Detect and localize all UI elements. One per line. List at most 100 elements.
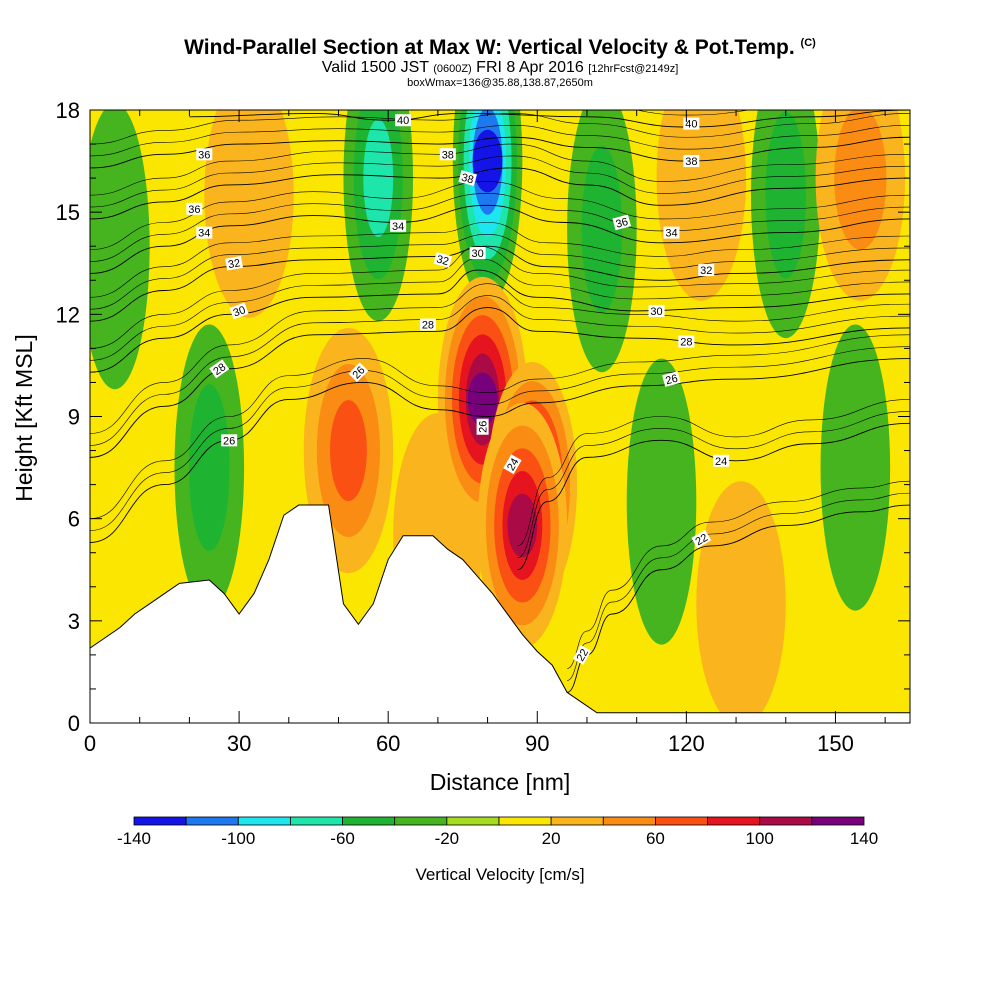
y-tick-label: 15 <box>56 200 80 225</box>
contour-label-text: 28 <box>211 361 228 378</box>
contour-label: 26 <box>476 418 490 435</box>
theta-contour-minor <box>90 245 910 349</box>
theta-contour-minor <box>90 125 910 157</box>
theta-contour-24 <box>517 422 910 571</box>
x-axis-ticks: 0 30 60 90 120 150 <box>84 110 886 756</box>
theta-contour-40 <box>189 110 910 128</box>
contour-label-bg <box>691 529 712 549</box>
contour-label-text: 28 <box>680 337 692 349</box>
colorbar-swatch <box>707 816 761 826</box>
y-tick-label: 3 <box>68 609 80 634</box>
contour-label-text: 32 <box>435 253 450 268</box>
contour-label-text: 26 <box>478 421 490 433</box>
contour-label-text: 22 <box>575 647 592 664</box>
velocity-cell <box>477 402 568 649</box>
x-tick-label: 150 <box>817 731 854 756</box>
theta-contour-36 <box>90 167 910 220</box>
contour-label: 36 <box>196 148 213 161</box>
contour-label-bg <box>678 335 695 348</box>
velocity-contour-fill <box>363 119 394 238</box>
contour-label: 38 <box>439 148 456 161</box>
velocity-cell <box>174 324 245 611</box>
contour-label-text: 40 <box>685 119 697 131</box>
velocity-contour-fill <box>834 110 887 250</box>
theta-contour-minor <box>90 346 910 531</box>
contour-label: 38 <box>683 155 700 168</box>
contour-label-text: 30 <box>650 306 662 318</box>
chart-subtitle-box: boxWmax=136@35.88,138.87,2650m <box>407 77 593 89</box>
contour-label: 28 <box>419 318 436 332</box>
y-tick-label: 9 <box>68 405 80 430</box>
contour-label-text: 30 <box>232 304 248 319</box>
velocity-cell <box>820 324 891 611</box>
theta-contour-minor <box>566 480 910 669</box>
theta-contour-minor <box>90 155 910 208</box>
colorbar-swatch <box>811 816 865 826</box>
contour-label-text: 38 <box>460 172 475 187</box>
contour-label-bg <box>390 219 407 232</box>
contour-label-bg <box>663 226 680 239</box>
subtitle-forecast: [12hrFcst@2149z] <box>588 63 679 75</box>
velocity-cell <box>343 110 414 322</box>
contour-label: 26 <box>221 434 238 447</box>
contour-label-bg <box>229 302 249 320</box>
colorbar-label: 100 <box>746 829 774 848</box>
contour-label-text: 40 <box>397 115 409 127</box>
x-axis-title: Distance [nm] <box>430 769 571 795</box>
contour-label-text: 34 <box>392 221 404 233</box>
contour-label-text: 22 <box>693 532 710 549</box>
contour-label-bg <box>683 117 700 130</box>
contour-label-text: 24 <box>715 456 727 468</box>
theta-contour-minor <box>90 113 910 145</box>
chart-title-main: Wind-Parallel Section at Max W: Vertical… <box>184 36 795 59</box>
subtitle-zulu-time: (0600Z) <box>433 63 472 75</box>
velocity-contour-fill <box>330 400 367 502</box>
colorbar-label: -100 <box>221 829 255 848</box>
velocity-contour-fill <box>188 384 230 552</box>
colorbar-label: 20 <box>542 829 561 848</box>
contour-label: 30 <box>648 304 665 318</box>
chart-title-mark: (C) <box>800 37 816 49</box>
contour-label-text: 34 <box>665 228 677 240</box>
colorbar-swatch <box>550 816 604 826</box>
colorbar-swatch <box>185 816 239 826</box>
contour-label: 36 <box>612 214 632 231</box>
theta-contour-26 <box>90 358 910 543</box>
contour-label-bg <box>395 114 412 127</box>
theta-contour-22 <box>566 504 910 693</box>
y-tick-label: 18 <box>56 98 80 123</box>
terrain-profile <box>89 504 911 724</box>
contour-label-bg <box>225 255 244 271</box>
contour-label-bg <box>458 170 477 186</box>
x-tick-label: 90 <box>525 731 549 756</box>
contour-label: 38 <box>458 170 477 187</box>
velocity-contour-fill <box>765 111 807 279</box>
colorbar-swatch <box>342 816 396 826</box>
y-tick-label: 12 <box>56 302 80 327</box>
contour-label: 40 <box>683 117 700 131</box>
theta-contour-minor <box>90 222 910 298</box>
velocity-cell <box>626 358 697 645</box>
contour-label: 22 <box>572 644 592 665</box>
velocity-contour-fill <box>820 324 891 611</box>
y-tick-label: 0 <box>68 711 80 736</box>
velocity-contour-fill <box>467 372 498 427</box>
theta-contour-28 <box>90 307 910 458</box>
contour-label: 30 <box>229 302 249 320</box>
x-tick-label: 120 <box>668 731 705 756</box>
colorbar-label: -20 <box>435 829 460 848</box>
contour-label-bg <box>648 304 665 317</box>
velocity-contour-fill <box>696 481 786 723</box>
colorbar-swatch <box>394 816 448 826</box>
contour-label: 32 <box>698 264 715 277</box>
theta-contour-minor <box>189 86 910 103</box>
contour-label-text: 26 <box>223 435 235 447</box>
contour-label: 32 <box>225 255 244 271</box>
contour-label-text: 32 <box>700 265 712 277</box>
contour-label-text: 24 <box>505 456 522 473</box>
x-tick-label: 0 <box>84 731 96 756</box>
colorbar-swatch <box>446 816 500 826</box>
contour-label: 24 <box>503 454 522 475</box>
velocity-cell <box>750 110 821 339</box>
